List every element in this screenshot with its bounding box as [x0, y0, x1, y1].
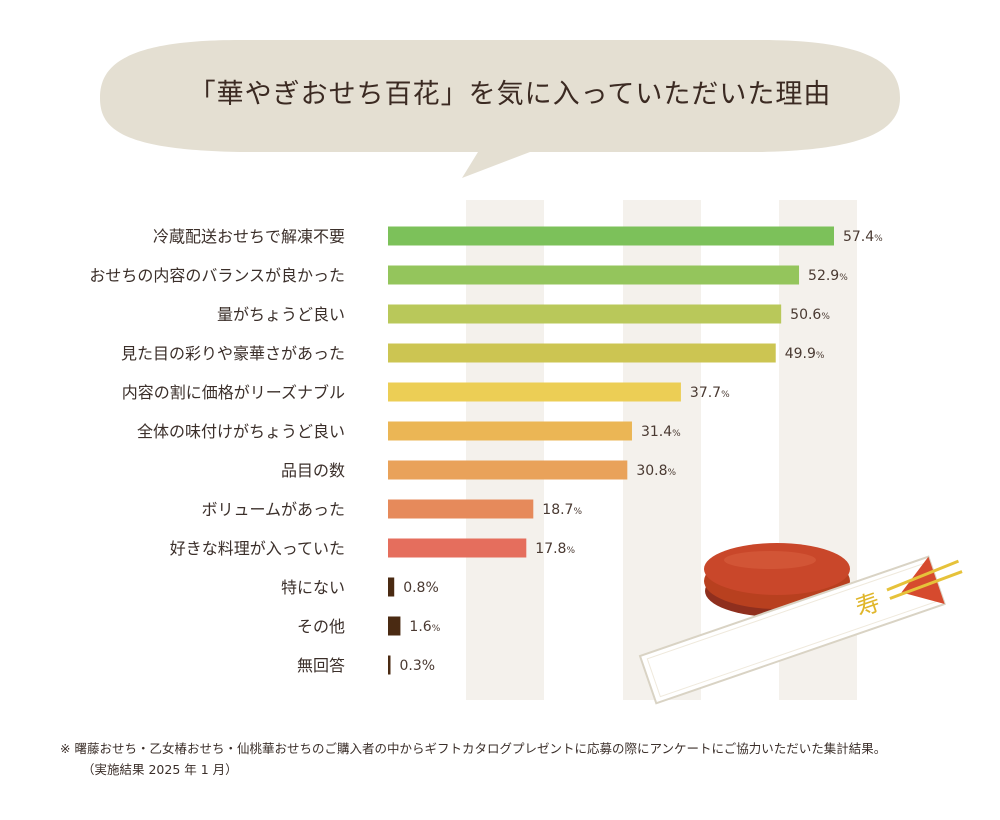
bar [388, 343, 776, 363]
bar [388, 577, 395, 597]
value-label: 0.3% [400, 658, 436, 674]
value-label: 37.7% [690, 385, 730, 401]
category-label: その他 [297, 617, 345, 636]
bar [388, 265, 800, 285]
category-label: 好きな料理が入っていた [170, 539, 345, 558]
value-label: 17.8% [535, 541, 575, 557]
category-label: ボリュームがあった [201, 500, 345, 519]
bar [388, 421, 632, 441]
lacquer-dish-shine [724, 551, 816, 569]
bar [388, 382, 681, 402]
category-label: 量がちょうど良い [217, 305, 345, 324]
bar [388, 655, 391, 675]
chopstick [889, 570, 963, 600]
category-label: 冷蔵配送おせちで解凍不要 [153, 227, 345, 246]
value-label: 52.9% [808, 268, 848, 284]
chopstick-wrapper: 寿 [638, 555, 963, 705]
category-label: 無回答 [297, 656, 345, 675]
bar [388, 226, 834, 246]
chopstick [886, 559, 960, 592]
footnote: ※ 曙藤おせち・乙女椿おせち・仙桃華おせちのご購入者の中からギフトカタログプレゼ… [60, 738, 886, 780]
value-label: 31.4% [641, 424, 681, 440]
category-label: 見た目の彩りや豪華さがあった [121, 344, 345, 363]
bar [388, 460, 628, 480]
value-label: 49.9% [785, 346, 825, 362]
category-label: おせちの内容のバランスが良かった [89, 266, 345, 285]
chart-title: 「華やぎおせち百花」を気に入っていただいた理由 [188, 79, 832, 110]
osechi-illustration: 寿 [638, 543, 963, 705]
title-bubble [100, 40, 900, 178]
bars-group: 冷蔵配送おせちで解凍不要 57.4% おせちの内容のバランスが良かった 52.9% 量が… [89, 226, 883, 675]
wrapper-red-flap [901, 556, 945, 604]
category-label: 品目の数 [281, 461, 345, 480]
footnote-line-1: ※ 曙藤おせち・乙女椿おせち・仙桃華おせちのご購入者の中からギフトカタログプレゼ… [60, 741, 887, 756]
value-label: 1.6% [409, 619, 440, 635]
bar [388, 616, 401, 636]
lacquer-dish-top [704, 543, 850, 595]
value-label: 18.7% [542, 502, 582, 518]
bar [388, 304, 782, 324]
footnote-line-2: （実施結果 2025 年 1 月） [82, 762, 238, 777]
bar [388, 499, 534, 519]
category-label: 全体の味付けがちょうど良い [137, 422, 345, 441]
value-label: 30.8% [636, 463, 676, 479]
value-label: 50.6% [790, 307, 830, 323]
value-label: 0.8% [403, 580, 439, 596]
category-label: 内容の割に価格がリーズナブル [122, 383, 345, 402]
value-label: 57.4% [843, 229, 883, 245]
category-label: 特にない [281, 578, 345, 597]
bar [388, 538, 527, 558]
